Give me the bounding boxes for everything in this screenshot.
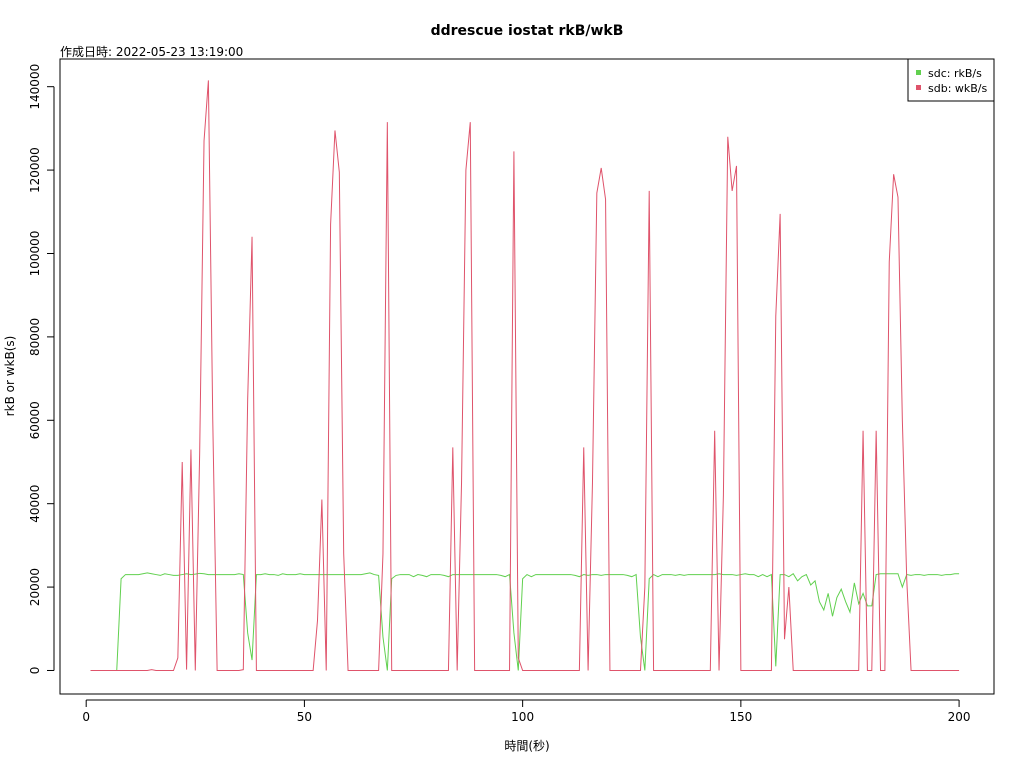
y-tick-label: 100000 xyxy=(28,231,42,277)
x-tick-label: 0 xyxy=(82,710,90,724)
legend-swatch xyxy=(916,85,921,90)
y-tick-label: 20000 xyxy=(28,568,42,606)
x-tick-label: 50 xyxy=(297,710,312,724)
legend: sdc: rkB/s sdb: wkB/s xyxy=(907,58,995,102)
legend-swatch xyxy=(916,70,921,75)
y-tick-label: 0 xyxy=(28,667,42,675)
legend-label: sdc: rkB/s xyxy=(928,67,982,80)
series-line-0 xyxy=(90,572,960,671)
y-tick-label: 140000 xyxy=(28,64,42,110)
legend-box xyxy=(907,58,995,102)
chart-title: ddrescue iostat rkB/wkB xyxy=(431,23,624,39)
x-axis-label: 時間(秒) xyxy=(504,739,549,753)
x-tick-label: 100 xyxy=(511,710,534,724)
y-tick-label: 40000 xyxy=(28,485,42,523)
plot-area-frame xyxy=(59,58,995,695)
y-tick-label: 80000 xyxy=(28,318,42,356)
x-tick-label: 200 xyxy=(948,710,971,724)
chart-subtitle: 作成日時: 2022-05-23 13:19:00 xyxy=(60,45,243,59)
legend-label: sdb: wkB/s xyxy=(928,82,988,95)
y-axis: 0 20000 40000 60000 80000 100000 120000 140000 xyxy=(28,64,55,675)
y-tick-label: 120000 xyxy=(28,147,42,193)
x-axis: 0 50 100 150 200 xyxy=(82,699,971,724)
y-axis-label: rkB or wkB(s) xyxy=(3,336,17,417)
series-line-1 xyxy=(90,80,960,671)
series-layer xyxy=(90,80,960,671)
y-tick-label: 60000 xyxy=(28,401,42,439)
x-tick-label: 150 xyxy=(729,710,752,724)
